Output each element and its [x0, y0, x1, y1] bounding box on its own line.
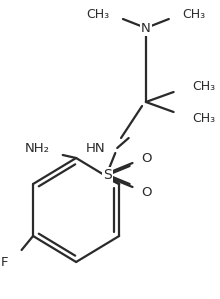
Text: CH₃: CH₃	[182, 7, 205, 21]
Text: NH₂: NH₂	[24, 141, 49, 155]
Text: CH₃: CH₃	[193, 112, 216, 124]
Text: HN: HN	[86, 141, 106, 155]
Text: F: F	[1, 256, 8, 269]
Text: N: N	[141, 22, 151, 34]
Text: O: O	[141, 152, 152, 164]
Text: CH₃: CH₃	[86, 7, 110, 21]
Text: CH₃: CH₃	[193, 80, 216, 92]
Text: O: O	[141, 185, 152, 199]
Text: S: S	[103, 168, 112, 182]
